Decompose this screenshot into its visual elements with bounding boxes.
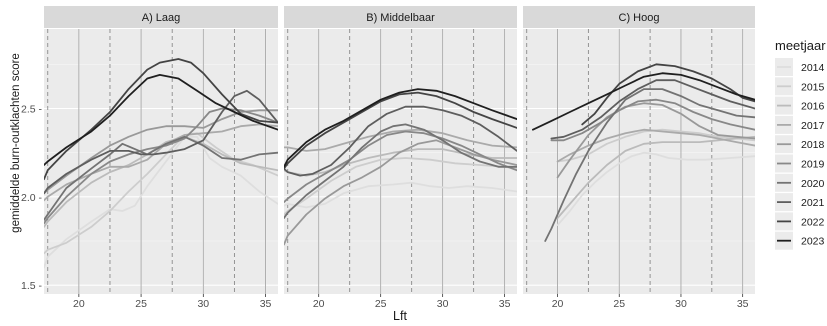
series-line-2020 — [544, 88, 755, 242]
series-line-2020 — [284, 123, 517, 219]
legend-label: 2022 — [801, 216, 825, 228]
series-line-2021 — [284, 105, 517, 177]
legend-label: 2015 — [801, 81, 825, 93]
x-tick-label: 35 — [499, 298, 511, 310]
legend-item-2015: 2015 — [775, 77, 825, 96]
x-tick-label: 20 — [73, 298, 85, 310]
x-tick-label: 35 — [737, 298, 749, 310]
series-group — [532, 63, 755, 242]
series-line-2021 — [44, 89, 278, 195]
panel-title: C) Hoog — [619, 12, 660, 24]
legend-item-2020: 2020 — [775, 173, 825, 192]
x-tick-label: 25 — [613, 298, 625, 310]
legend-label: 2018 — [801, 139, 825, 151]
series-line-2015 — [44, 132, 278, 255]
series-line-2019 — [550, 98, 755, 142]
legend-label: 2021 — [801, 197, 825, 209]
series-group — [284, 88, 517, 246]
y-tick-label: 1.5 - — [21, 280, 43, 292]
legend-label: 2017 — [801, 120, 825, 132]
series-line-2018 — [284, 139, 517, 246]
y-axis-label: gemiddelde burn-outklachten score — [10, 53, 22, 233]
legend-item-2021: 2021 — [775, 193, 825, 212]
x-tick-label: 25 — [135, 298, 147, 310]
series-line-2017 — [44, 123, 278, 202]
panel-title: A) Laag — [142, 12, 181, 24]
series-line-2019 — [284, 130, 517, 204]
x-tick-label: 30 — [675, 298, 687, 310]
y-tick-label: 2.0 - — [21, 192, 43, 204]
panel-title: B) Middelbaar — [366, 12, 435, 24]
legend-item-2016: 2016 — [775, 96, 825, 115]
series-line-2022 — [44, 58, 278, 181]
legend-item-2023: 2023 — [775, 231, 825, 250]
panel: C) Hoog 20 25 30 35 — [523, 6, 755, 310]
x-tick-label: 35 — [260, 298, 272, 310]
panel-strip — [44, 6, 278, 28]
panel-strip — [523, 6, 755, 28]
series-line-2017 — [556, 128, 755, 163]
legend-title: meetjaar — [775, 38, 826, 53]
series-line-2023 — [284, 88, 517, 168]
series-line-2019 — [44, 107, 278, 225]
legend-item-2014: 2014 — [775, 58, 825, 76]
x-tick-label: 20 — [552, 298, 564, 310]
series-line-2018 — [556, 102, 755, 179]
legend-item-2018: 2018 — [775, 135, 825, 154]
series-line-2022 — [284, 91, 517, 170]
series-line-2015 — [284, 157, 517, 216]
y-tick-label: 2.5 - — [21, 104, 43, 116]
legend-item-2017: 2017 — [775, 115, 825, 134]
x-tick-label: 20 — [313, 298, 325, 310]
panel: B) Middelbaar 20 25 30 35 — [284, 6, 517, 310]
series-line-2022 — [581, 63, 755, 126]
series-line-2017 — [284, 128, 517, 152]
legend-label: 2016 — [801, 101, 825, 113]
panel: A) Laag 20 25 30 35 1.5 - 2.0 - 2.5 - — [21, 6, 278, 310]
x-axis-label: Lft — [393, 309, 407, 323]
panel-strip — [284, 6, 517, 28]
x-tick-label: 30 — [197, 298, 209, 310]
x-tick-label: 25 — [375, 298, 387, 310]
series-line-2014 — [44, 135, 278, 269]
legend-item-2019: 2019 — [775, 154, 825, 173]
series-line-2014 — [556, 151, 755, 227]
legend-item-2022: 2022 — [775, 212, 825, 231]
legend-label: 2019 — [801, 159, 825, 171]
series-line-2023 — [532, 72, 755, 131]
legend-label: 2020 — [801, 178, 825, 190]
series-group — [44, 58, 278, 269]
legend-label: 2023 — [801, 236, 825, 248]
x-tick-label: 30 — [437, 298, 449, 310]
series-line-2021 — [550, 79, 755, 140]
legend-label: 2014 — [801, 62, 825, 74]
series-line-2023 — [44, 74, 278, 166]
series-line-2014 — [284, 181, 517, 209]
